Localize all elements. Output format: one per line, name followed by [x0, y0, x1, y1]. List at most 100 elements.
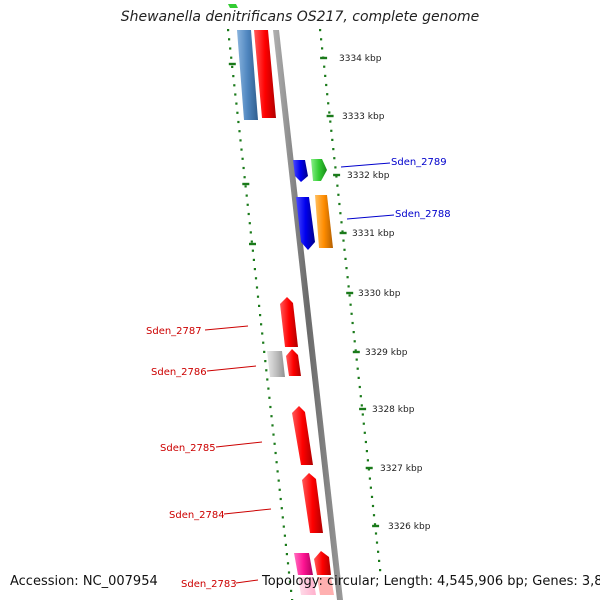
ruler-label: 3331 kbp	[352, 229, 395, 239]
guide-dot	[252, 258, 255, 261]
guide-dot	[337, 193, 340, 196]
guide-dot	[347, 285, 350, 288]
ruler-label: 3327 kbp	[380, 464, 423, 474]
ruler-label: 3332 kbp	[347, 171, 390, 181]
gene-feature[interactable]	[314, 551, 331, 575]
guide-dot	[377, 550, 380, 553]
guide-dot	[325, 83, 328, 87]
guide-dot	[236, 111, 239, 114]
gene-label[interactable]: Sden_2784	[169, 510, 225, 521]
ruler-tick	[352, 350, 360, 354]
gene-label[interactable]: Sden_2785	[160, 443, 216, 454]
gene-feature-grey[interactable]	[267, 351, 285, 377]
guide-dot	[290, 589, 293, 592]
ruler-tick	[365, 466, 373, 470]
ruler-tick	[242, 182, 250, 186]
guide-dot	[338, 202, 341, 206]
guide-dot	[241, 157, 244, 160]
ruler-labels: 3334 kbp 3333 kbp 3332 kbp 3331 kbp 3330…	[339, 54, 431, 532]
guide-dot	[363, 431, 366, 434]
guide-dot	[362, 422, 365, 425]
guide-dot	[330, 129, 333, 132]
guide-dot	[357, 376, 360, 379]
guide-dot	[359, 395, 362, 398]
guide-dot	[261, 332, 264, 335]
ruler-label: 3329 kbp	[365, 348, 408, 358]
guide-dot	[351, 321, 354, 325]
ruler-tick	[320, 56, 328, 60]
guide-dot	[276, 470, 279, 473]
gene-feature[interactable]	[280, 297, 298, 347]
guide-dot	[374, 532, 378, 535]
guide-dot	[232, 75, 235, 78]
guide-dot	[288, 580, 292, 583]
guide-dot	[250, 240, 253, 243]
guide-dot	[356, 367, 359, 370]
guide-dot	[342, 239, 345, 242]
gene-label[interactable]: Sden_2787	[146, 326, 202, 337]
guide-dot	[260, 323, 263, 326]
guide-dot	[326, 93, 329, 96]
ruler-tick	[333, 173, 341, 177]
guide-dot	[350, 312, 353, 315]
gene-feature-blue[interactable]	[293, 160, 308, 182]
guide-dot	[254, 277, 258, 280]
guide-dot	[349, 303, 352, 306]
guide-dot	[284, 543, 287, 546]
gene-feature[interactable]	[254, 30, 276, 118]
gene-feature-orange[interactable]	[315, 195, 333, 248]
gene-feature[interactable]	[286, 349, 301, 376]
gene-feature[interactable]	[228, 4, 238, 8]
gene-feature-lightpink[interactable]	[298, 577, 316, 595]
gene-feature-pink[interactable]	[294, 553, 313, 575]
guide-dot	[244, 185, 247, 188]
gene-feature[interactable]	[292, 406, 313, 465]
gene-label[interactable]: Sden_2783	[181, 579, 237, 590]
dotted-guides	[227, 29, 382, 600]
guide-dot	[256, 295, 260, 298]
ruler-label: 3330 kbp	[358, 289, 401, 299]
ruler-label: 3328 kbp	[372, 405, 415, 415]
guide-dot	[323, 65, 326, 68]
guide-dot	[263, 350, 266, 353]
guide-dot	[229, 47, 232, 50]
guide-dot	[367, 468, 370, 471]
guide-dot	[270, 415, 273, 418]
guide-dot	[281, 516, 284, 519]
guide-dot	[248, 222, 251, 225]
guide-dot	[239, 139, 242, 142]
guide-dot	[249, 231, 252, 234]
guide-dot	[366, 459, 369, 462]
guide-dot	[360, 404, 363, 407]
guide-dot	[320, 38, 323, 41]
guide-dot	[329, 120, 332, 123]
genome-summary: Topology: circular; Length: 4,545,906 bp…	[262, 574, 600, 589]
guide-dot	[286, 562, 290, 565]
ruler-tick	[339, 231, 347, 235]
guide-dot	[285, 553, 288, 556]
gene-feature-blue[interactable]	[296, 197, 315, 250]
gene-feature-green[interactable]	[311, 159, 327, 181]
guide-dot	[275, 461, 278, 464]
gene-label[interactable]: Sden_2788	[395, 209, 451, 220]
guide-dot	[228, 38, 231, 41]
guide-dot	[258, 304, 261, 307]
guide-dot	[268, 396, 271, 399]
guide-dot	[358, 385, 361, 389]
guide-dot	[371, 504, 375, 508]
gene-feature[interactable]	[237, 30, 258, 120]
guide-dot	[361, 413, 364, 416]
gene-feature[interactable]	[317, 577, 334, 595]
ruler-label: 3326 kbp	[388, 522, 431, 532]
guide-dot	[346, 276, 349, 279]
guide-dot	[354, 349, 357, 352]
gene-label[interactable]: Sden_2789	[391, 157, 447, 168]
guide-dot	[230, 56, 233, 59]
gene-label[interactable]: Sden_2786	[151, 367, 207, 378]
gene-feature[interactable]	[302, 473, 323, 533]
guide-dot	[265, 369, 268, 372]
guide-dot	[372, 514, 376, 517]
guide-dot	[339, 212, 342, 215]
guide-dot	[378, 559, 381, 562]
